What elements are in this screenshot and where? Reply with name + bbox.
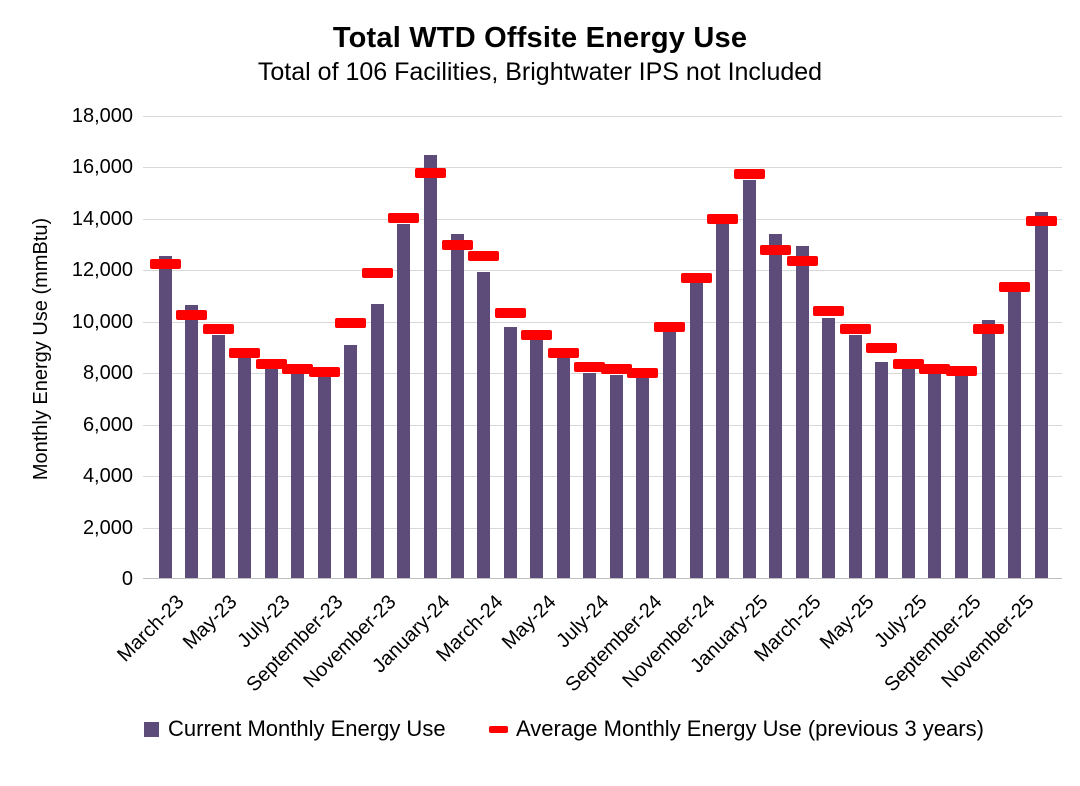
- legend-bar-swatch-icon: [144, 721, 159, 737]
- y-tick-label: 6,000: [82, 414, 133, 436]
- average-dash-May-23: [203, 324, 234, 334]
- bar-January-25: [743, 180, 756, 578]
- bar-August-24: [610, 375, 623, 578]
- gridline: [143, 476, 1062, 477]
- average-dash-July-25: [893, 359, 924, 369]
- average-dash-May-25: [840, 324, 871, 334]
- bar-May-24: [530, 338, 543, 578]
- bar-May-23: [212, 335, 225, 578]
- legend-dash-swatch-icon: [489, 725, 508, 733]
- bar-July-25: [902, 369, 915, 578]
- average-dash-December-25: [1026, 216, 1057, 226]
- bar-June-23: [238, 355, 251, 578]
- average-dash-August-23: [282, 364, 313, 374]
- average-dash-December-23: [388, 213, 419, 223]
- legend-label-current: Current Monthly Energy Use: [168, 716, 446, 741]
- average-dash-October-24: [654, 322, 685, 332]
- bar-May-25: [849, 335, 862, 578]
- bar-April-25: [822, 318, 835, 578]
- bar-April-24: [504, 327, 517, 578]
- bar-January-24: [424, 155, 437, 578]
- average-dash-February-24: [442, 240, 473, 250]
- average-dash-February-25: [760, 245, 791, 255]
- bar-September-24: [636, 377, 649, 578]
- bar-July-23: [265, 368, 278, 578]
- average-dash-May-24: [521, 330, 552, 340]
- bar-November-23: [371, 304, 384, 578]
- average-dash-December-24: [707, 214, 738, 224]
- gridline: [143, 219, 1062, 220]
- bar-November-24: [690, 283, 703, 578]
- average-dash-April-23: [176, 310, 207, 320]
- average-dash-June-23: [229, 348, 260, 358]
- average-dash-October-25: [973, 324, 1004, 334]
- average-dash-November-23: [362, 268, 393, 278]
- average-dash-June-24: [548, 348, 579, 358]
- chart-subtitle: Total of 106 Facilities, Brightwater IPS…: [257, 58, 823, 86]
- average-dash-August-24: [601, 364, 632, 374]
- y-tick-label: 16,000: [71, 156, 133, 178]
- y-axis-title: Monthly Energy Use (mmBtu): [30, 217, 52, 481]
- y-tick-label: 8,000: [82, 362, 133, 384]
- bar-August-25: [928, 373, 941, 578]
- bar-October-23: [344, 345, 357, 578]
- bar-April-23: [185, 305, 198, 578]
- average-dash-July-23: [256, 359, 287, 369]
- average-dash-September-25: [946, 366, 977, 376]
- bar-February-25: [769, 234, 782, 578]
- average-dash-September-24: [627, 368, 658, 378]
- average-dash-January-24: [415, 168, 446, 178]
- bar-September-23: [318, 376, 331, 578]
- bar-March-24: [477, 272, 490, 578]
- average-dash-July-24: [574, 362, 605, 372]
- gridline: [143, 322, 1062, 323]
- average-dash-August-25: [919, 364, 950, 374]
- bar-December-25: [1035, 212, 1048, 578]
- x-axis-line: [143, 578, 1062, 579]
- gridline: [143, 116, 1062, 117]
- chart-title: Total WTD Offsite Energy Use: [332, 22, 748, 54]
- gridline: [143, 528, 1062, 529]
- bar-August-23: [291, 373, 304, 578]
- legend-label-average: Average Monthly Energy Use (previous 3 y…: [516, 716, 984, 741]
- bar-December-24: [716, 221, 729, 578]
- y-tick-label: 10,000: [71, 311, 133, 333]
- average-dash-October-23: [335, 318, 366, 328]
- bar-March-25: [796, 246, 809, 578]
- bar-March-23: [159, 256, 172, 578]
- average-dash-March-23: [150, 259, 181, 269]
- bar-October-24: [663, 331, 676, 578]
- bar-October-25: [982, 320, 995, 578]
- gridline: [143, 425, 1062, 426]
- bar-February-24: [451, 234, 464, 578]
- average-dash-June-25: [866, 343, 897, 353]
- average-dash-April-24: [495, 308, 526, 318]
- average-dash-January-25: [734, 169, 765, 179]
- bar-September-25: [955, 376, 968, 578]
- y-tick-label: 18,000: [71, 105, 133, 127]
- average-dash-September-23: [309, 367, 340, 377]
- plot-area: [143, 116, 1062, 579]
- gridline: [143, 270, 1062, 271]
- bar-June-25: [875, 362, 888, 578]
- y-tick-label: 4,000: [82, 465, 133, 487]
- average-dash-March-25: [787, 256, 818, 266]
- bar-July-24: [583, 373, 596, 578]
- average-dash-March-24: [468, 251, 499, 261]
- bar-June-24: [557, 355, 570, 578]
- y-tick-label: 14,000: [71, 208, 133, 230]
- average-dash-November-25: [999, 282, 1030, 292]
- gridline: [143, 167, 1062, 168]
- legend-item-average: Average Monthly Energy Use (previous 3 y…: [489, 716, 984, 742]
- y-tick-label: 12,000: [71, 259, 133, 281]
- y-tick-label: 2,000: [82, 517, 133, 539]
- bar-November-25: [1008, 282, 1021, 578]
- average-dash-April-25: [813, 306, 844, 316]
- average-dash-November-24: [681, 273, 712, 283]
- bar-December-23: [397, 224, 410, 578]
- y-tick-label: 0: [121, 568, 133, 590]
- legend-item-current: Current Monthly Energy Use: [144, 716, 446, 742]
